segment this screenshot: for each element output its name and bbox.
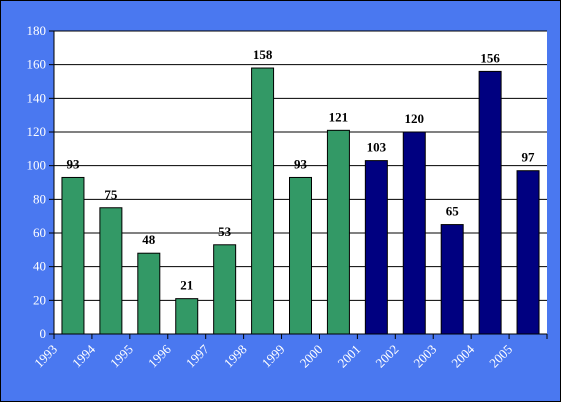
bar-1994 <box>99 207 123 335</box>
x-tick-label: 2004 <box>448 341 477 370</box>
data-label: 93 <box>66 156 80 171</box>
x-tick-label: 2000 <box>297 342 326 371</box>
bar-2002 <box>402 131 426 335</box>
bar-2001 <box>364 160 388 335</box>
y-tick-label: 60 <box>33 225 46 240</box>
x-tick-label: 2002 <box>372 342 401 371</box>
bar-1996 <box>175 298 199 335</box>
y-tick-label: 100 <box>27 158 47 173</box>
bar-2004 <box>478 70 502 335</box>
data-labels: 93 75 48 21 53 158 93 121 103 120 65 156 97 <box>66 47 535 293</box>
bar-2005 <box>516 170 540 335</box>
bar-1995 <box>137 252 161 335</box>
x-tick-label: 2005 <box>486 342 515 371</box>
bar-1998 <box>251 67 275 335</box>
data-label: 21 <box>180 278 193 293</box>
y-tick-label: 120 <box>27 124 47 139</box>
data-label: 156 <box>480 50 500 65</box>
x-tick-label: 2003 <box>410 342 439 371</box>
data-label: 75 <box>104 187 118 202</box>
bars <box>61 67 540 335</box>
y-tick-label: 140 <box>27 90 47 105</box>
data-label: 120 <box>405 111 425 126</box>
x-tick-label: 1995 <box>107 342 136 371</box>
y-tick-label: 80 <box>33 191 46 206</box>
y-tick-label: 180 <box>27 23 47 38</box>
data-label: 48 <box>142 232 156 247</box>
x-tick-label: 1998 <box>221 342 250 371</box>
bar-1999 <box>289 176 312 335</box>
bar-1993 <box>61 176 85 335</box>
bar-2003 <box>440 224 464 335</box>
y-tick-label: 160 <box>27 57 47 72</box>
x-tick-label: 1994 <box>69 341 98 370</box>
data-label: 93 <box>294 156 308 171</box>
data-label: 121 <box>329 109 349 124</box>
x-tick-label: 1993 <box>31 342 60 371</box>
data-label: 97 <box>522 150 536 165</box>
y-tick-label: 40 <box>33 259 46 274</box>
y-tick-label: 20 <box>33 292 46 307</box>
x-tick-label: 1996 <box>145 341 174 370</box>
data-label: 65 <box>446 204 460 219</box>
data-label: 53 <box>218 224 232 239</box>
x-tick-label: 1999 <box>259 342 288 371</box>
y-tick-label: 0 <box>40 326 47 341</box>
data-label: 103 <box>367 140 387 155</box>
data-label: 158 <box>253 47 273 62</box>
x-tick-label: 2001 <box>335 342 364 371</box>
bar-2000 <box>326 129 350 335</box>
bar-1997 <box>213 244 237 335</box>
x-tick-label: 1997 <box>183 341 212 370</box>
